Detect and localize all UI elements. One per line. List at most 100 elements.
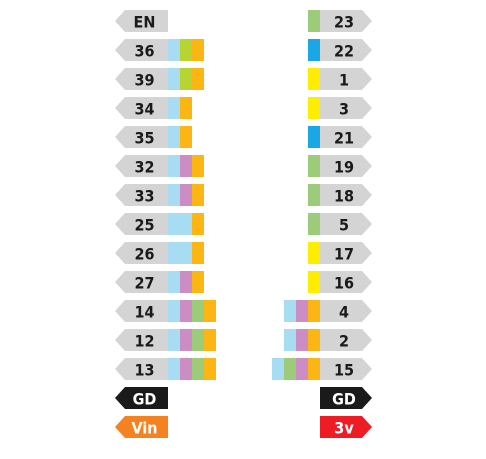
left-pin-35-tag-orange bbox=[180, 126, 192, 148]
right-pin-5 bbox=[320, 213, 372, 235]
right-pin-label-4: 4 bbox=[339, 303, 349, 322]
right-pin-3 bbox=[320, 97, 372, 119]
left-pin-14-tag-light_blue bbox=[168, 300, 180, 322]
left-pin-label-33: 33 bbox=[134, 187, 154, 206]
left-pin-33 bbox=[115, 184, 168, 206]
left-pin-12 bbox=[115, 329, 168, 351]
right-pin-23 bbox=[320, 10, 372, 32]
left-pin-25-tag-light_blue bbox=[168, 213, 180, 235]
right-pin-18-tag-green bbox=[308, 184, 320, 206]
left-pin-13-tag-purple bbox=[180, 358, 192, 380]
right-pin-2 bbox=[320, 329, 372, 351]
right-pin-21-tag-blue bbox=[308, 126, 320, 148]
right-pin-21 bbox=[320, 126, 372, 148]
left-pin-vin bbox=[115, 416, 168, 438]
left-pin-13-tag-orange bbox=[204, 358, 216, 380]
left-pin-39 bbox=[115, 68, 168, 90]
left-pin-32-tag-light_blue bbox=[168, 155, 180, 177]
left-pin-12-tag-purple bbox=[180, 329, 192, 351]
left-pin-12-tag-orange bbox=[204, 329, 216, 351]
right-pin-label-16: 16 bbox=[334, 274, 354, 293]
left-pin-25-tag-light_blue bbox=[180, 213, 192, 235]
right-pin-15 bbox=[320, 358, 372, 380]
left-pin-35-tag-light_blue bbox=[168, 126, 180, 148]
left-pin-13-tag-green bbox=[192, 358, 204, 380]
left-pin-label-32: 32 bbox=[134, 158, 154, 177]
right-pin-label-1: 1 bbox=[339, 71, 349, 90]
right-pin-2-tag-orange bbox=[308, 329, 320, 351]
left-pin-26-tag-light_blue bbox=[180, 242, 192, 264]
left-pin-label-39: 39 bbox=[134, 71, 154, 90]
right-pin-23-tag-green bbox=[308, 10, 320, 32]
right-pin-16-tag-yellow bbox=[308, 271, 320, 293]
left-pin-36-tag-orange bbox=[192, 39, 204, 61]
left-pin-27 bbox=[115, 271, 168, 293]
left-pin-label-25: 25 bbox=[134, 216, 154, 235]
right-pin-17 bbox=[320, 242, 372, 264]
left-pin-gd bbox=[115, 387, 168, 409]
left-pin-39-tag-light_blue bbox=[168, 68, 180, 90]
right-pin-label-3: 3 bbox=[339, 100, 349, 119]
right-pin-label-17: 17 bbox=[334, 245, 354, 264]
right-pin-22 bbox=[320, 39, 372, 61]
left-pin-14-tag-purple bbox=[180, 300, 192, 322]
left-pin-label-14: 14 bbox=[134, 303, 154, 322]
right-pin-4-tag-light_blue bbox=[284, 300, 296, 322]
right-pin-15-tag-purple bbox=[296, 358, 308, 380]
left-pin-label-34: 34 bbox=[134, 100, 154, 119]
right-pin-label-19: 19 bbox=[334, 158, 354, 177]
left-pin-35 bbox=[115, 126, 168, 148]
right-pin-3v bbox=[320, 416, 372, 438]
left-pin-12-tag-light_blue bbox=[168, 329, 180, 351]
right-pin-4 bbox=[320, 300, 372, 322]
left-pin-14-tag-orange bbox=[204, 300, 216, 322]
right-pin-18 bbox=[320, 184, 372, 206]
left-pin-13 bbox=[115, 358, 168, 380]
left-pin-label-vin: Vin bbox=[131, 419, 157, 438]
left-pin-39-tag-orange bbox=[192, 68, 204, 90]
left-pin-34 bbox=[115, 97, 168, 119]
left-pin-36-tag-light_blue bbox=[168, 39, 180, 61]
left-pin-27-tag-purple bbox=[180, 271, 192, 293]
left-pin-27-tag-orange bbox=[192, 271, 204, 293]
right-pin-label-3v: 3v bbox=[334, 419, 354, 438]
left-pin-27-tag-light_blue bbox=[168, 271, 180, 293]
right-pin-label-15: 15 bbox=[334, 361, 354, 380]
left-pin-label-27: 27 bbox=[134, 274, 154, 293]
left-pin-en bbox=[115, 10, 168, 32]
left-pin-label-12: 12 bbox=[134, 332, 154, 351]
left-pin-label-gd: GD bbox=[133, 390, 157, 409]
left-pin-32 bbox=[115, 155, 168, 177]
right-pin-15-tag-green bbox=[284, 358, 296, 380]
right-pin-label-21: 21 bbox=[334, 129, 354, 148]
left-pin-25 bbox=[115, 213, 168, 235]
right-pin-19 bbox=[320, 155, 372, 177]
right-pin-label-5: 5 bbox=[339, 216, 349, 235]
left-pin-26 bbox=[115, 242, 168, 264]
left-pin-12-tag-green bbox=[192, 329, 204, 351]
left-pin-32-tag-orange bbox=[192, 155, 204, 177]
left-pin-34-tag-orange bbox=[180, 97, 192, 119]
left-pin-39-tag-yellow_green bbox=[180, 68, 192, 90]
right-pin-16 bbox=[320, 271, 372, 293]
left-pin-32-tag-purple bbox=[180, 155, 192, 177]
left-pin-14 bbox=[115, 300, 168, 322]
left-pin-36-tag-yellow_green bbox=[180, 39, 192, 61]
right-pin-label-23: 23 bbox=[334, 13, 354, 32]
left-pin-13-tag-light_blue bbox=[168, 358, 180, 380]
right-pin-3-tag-yellow bbox=[308, 97, 320, 119]
left-pin-25-tag-orange bbox=[192, 213, 204, 235]
right-pin-4-tag-orange bbox=[308, 300, 320, 322]
right-pin-gd bbox=[320, 387, 372, 409]
right-pin-17-tag-yellow bbox=[308, 242, 320, 264]
right-pin-2-tag-purple bbox=[296, 329, 308, 351]
left-pin-33-tag-purple bbox=[180, 184, 192, 206]
left-pin-34-tag-light_blue bbox=[168, 97, 180, 119]
right-pin-15-tag-orange bbox=[308, 358, 320, 380]
right-pin-label-2: 2 bbox=[339, 332, 349, 351]
left-pin-label-35: 35 bbox=[134, 129, 154, 148]
left-pin-36 bbox=[115, 39, 168, 61]
right-pin-4-tag-purple bbox=[296, 300, 308, 322]
right-pin-label-gd: GD bbox=[332, 390, 356, 409]
